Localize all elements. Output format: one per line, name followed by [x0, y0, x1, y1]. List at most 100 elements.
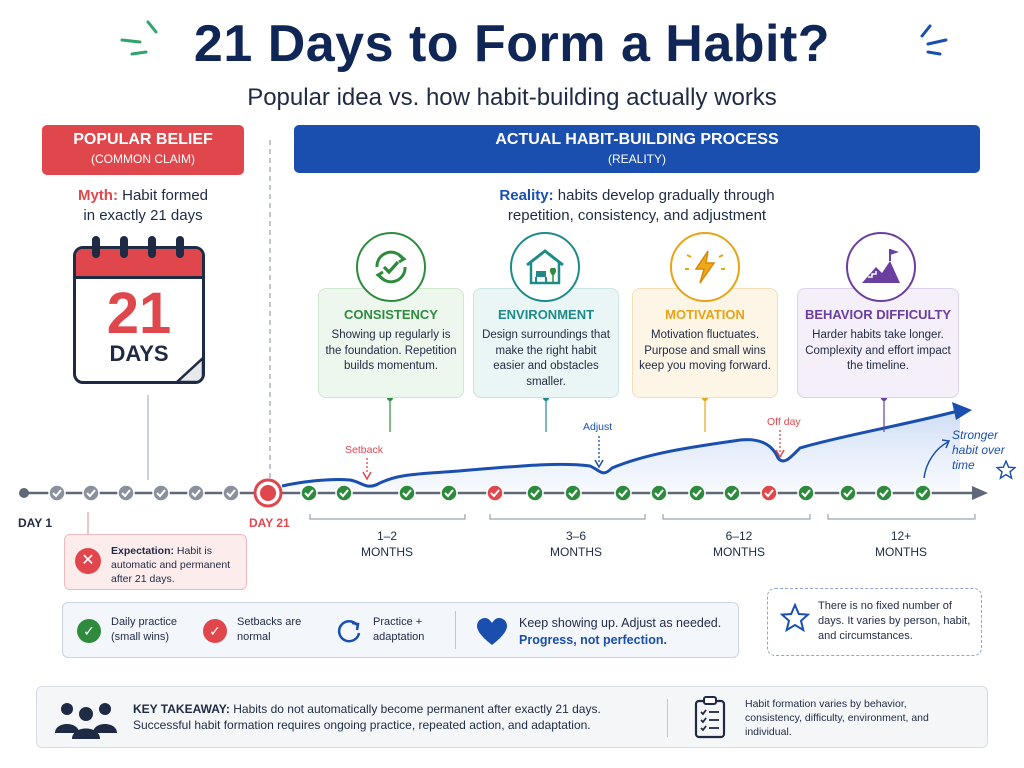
- reality-line2: repetition, consistency, and adjustment: [507, 207, 767, 224]
- day21-marker: [253, 478, 283, 508]
- keep-line1: Keep showing up. Adjust as needed.: [519, 616, 722, 630]
- practice-check-marker: [335, 484, 353, 502]
- factor-card-consistency: CONSISTENCY Showing up regularly is the …: [318, 288, 464, 398]
- practice-check-marker: [839, 484, 857, 502]
- home-icon: [510, 232, 580, 302]
- myth-text: Myth: Habit formed in exactly 21 days: [42, 186, 244, 226]
- lightning-icon: [670, 232, 740, 302]
- calendar-unit: DAYS: [109, 341, 169, 366]
- factor-title: ENVIRONMENT: [497, 307, 595, 322]
- mountain-flag-icon: [846, 232, 916, 302]
- practice-check-marker: [564, 484, 582, 502]
- calendar-ring: [148, 236, 156, 258]
- expectation-box: ✕ Expectation: Habit is automatic and pe…: [64, 534, 247, 590]
- factor-card-motivation: MOTIVATION Motivation fluctuates. Purpos…: [632, 288, 778, 398]
- expectation-text: Expectation: Habit is automatic and perm…: [111, 544, 241, 586]
- actual-process-subtitle: (REALITY): [607, 152, 666, 166]
- popular-belief-subtitle: (COMMON CLAIM): [91, 152, 195, 166]
- takeaway-label: KEY TAKEAWAY:: [133, 702, 230, 716]
- setback-label: Setback: [345, 444, 383, 456]
- factor-description: Showing up regularly is the foundation. …: [325, 329, 457, 372]
- practice-check-marker: [797, 484, 815, 502]
- calendar-ring: [92, 236, 100, 258]
- factor-description: Harder habits take longer. Complexity an…: [805, 329, 951, 372]
- reality-label: Reality:: [499, 187, 554, 204]
- practice-check-marker: [614, 484, 632, 502]
- practice-check-marker: [526, 484, 544, 502]
- check-circle-red-icon: ✓: [203, 619, 227, 643]
- period-range: 6–12: [725, 529, 753, 543]
- period-label: 6–12 MONTHS: [699, 528, 779, 560]
- expectation-body: Habit is automatic and permanent after 2…: [111, 545, 231, 585]
- key-takeaway-box: KEY TAKEAWAY: Habits do not automaticall…: [36, 686, 988, 748]
- clipboard-checklist-icon: [694, 696, 726, 739]
- keep-line2: Progress, not perfection.: [519, 633, 667, 647]
- legend-divider: [455, 611, 456, 649]
- day-check-marker: [187, 484, 205, 502]
- x-circle-icon: ✕: [75, 548, 101, 574]
- check-circle-icon: ✓: [77, 619, 101, 643]
- takeaway-line2: Successful habit formation requires ongo…: [133, 718, 591, 732]
- note-text: There is no fixed number of days. It var…: [818, 600, 971, 642]
- factor-description: Motivation fluctuates. Purpose and small…: [639, 329, 771, 372]
- takeaway-text: KEY TAKEAWAY: Habits do not automaticall…: [133, 701, 693, 733]
- factor-title: BEHAVIOR DIFFICULTY: [804, 307, 952, 322]
- calendar-icon: 21 DAYS: [73, 246, 205, 384]
- factor-title: MOTIVATION: [665, 307, 745, 322]
- period-range: 1–2: [376, 529, 398, 543]
- takeaway-side-text: Habit formation varies by behavior, cons…: [745, 698, 929, 738]
- period-label: 1–2 MONTHS: [347, 528, 427, 560]
- legend-box: ✓ Daily practice (small wins) ✓ Setbacks…: [62, 602, 739, 658]
- period-label: 3–6 MONTHS: [536, 528, 616, 560]
- day-check-marker: [152, 484, 170, 502]
- myth-line2: in exactly 21 days: [83, 207, 203, 224]
- period-range: 12+: [890, 529, 912, 543]
- period-range: 3–6: [565, 529, 587, 543]
- popular-belief-title: POPULAR BELIEF: [73, 131, 213, 148]
- sparkle-left-icon: [120, 20, 158, 56]
- page-subtitle: Popular idea vs. how habit-building actu…: [247, 84, 777, 111]
- reality-line1: habits develop gradually through: [553, 187, 775, 204]
- no-fixed-days-note: There is no fixed number of days. It var…: [767, 588, 982, 656]
- star-outline-icon: [780, 603, 810, 633]
- practice-check-marker: [440, 484, 458, 502]
- reality-text: Reality: habits develop gradually throug…: [294, 186, 980, 226]
- takeaway-divider: [667, 699, 668, 737]
- day-check-marker: [222, 484, 240, 502]
- factor-card-environment: ENVIRONMENT Design surroundings that mak…: [473, 288, 619, 398]
- period-unit: MONTHS: [713, 545, 765, 559]
- keep-showing-up: Keep showing up. Adjust as needed. Progr…: [519, 615, 721, 649]
- myth-line1: Habit formed: [117, 187, 209, 204]
- period-unit: MONTHS: [361, 545, 413, 559]
- period-unit: MONTHS: [550, 545, 602, 559]
- stronger-habit-label: Stronger habit over time: [952, 428, 1005, 472]
- practice-check-marker: [688, 484, 706, 502]
- factor-card-behavior-difficulty: BEHAVIOR DIFFICULTY Harder habits take l…: [797, 288, 959, 398]
- practice-check-marker: [650, 484, 668, 502]
- setback-marker: [760, 484, 778, 502]
- setback-marker: [486, 484, 504, 502]
- sparkle-right-icon: [920, 24, 948, 56]
- people-icon: [55, 703, 117, 739]
- actual-process-banner: ACTUAL HABIT-BUILDING PROCESS (REALITY): [294, 125, 980, 173]
- day-check-marker: [117, 484, 135, 502]
- heart-icon: [477, 618, 507, 645]
- calendar-number: 21: [106, 281, 172, 346]
- calendar-ring: [176, 236, 184, 258]
- legend-practice-adaptation: Practice + adaptation: [373, 616, 425, 643]
- practice-check-marker: [875, 484, 893, 502]
- offday-label: Off day: [767, 416, 801, 428]
- day21-label: DAY 21: [249, 516, 290, 530]
- period-label: 12+ MONTHS: [861, 528, 941, 560]
- star-icon: [996, 460, 1016, 480]
- calendar-ring: [120, 236, 128, 258]
- refresh-check-icon: [356, 232, 426, 302]
- takeaway-line1: Habits do not automatically become perma…: [229, 702, 601, 716]
- page-title: 21 Days to Form a Habit?: [193, 15, 831, 73]
- myth-label: Myth:: [77, 187, 118, 204]
- practice-check-marker: [300, 484, 318, 502]
- refresh-icon: [337, 620, 361, 643]
- day-check-marker: [48, 484, 66, 502]
- day1-label: DAY 1: [18, 516, 53, 530]
